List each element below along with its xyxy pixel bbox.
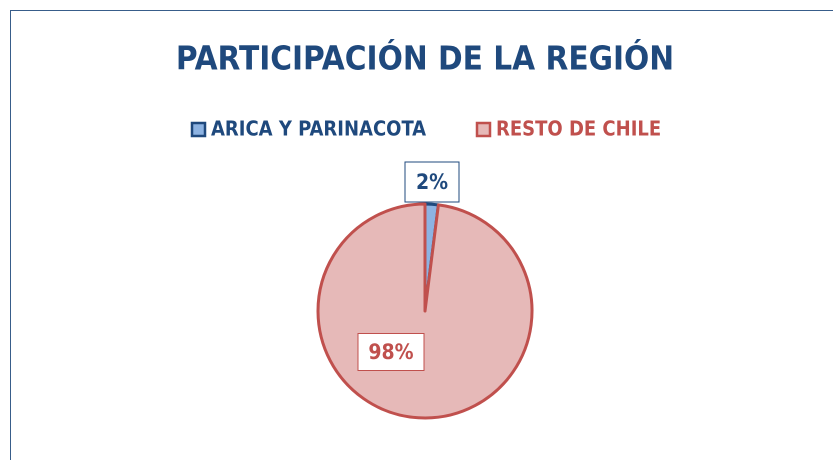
data-label-box [404, 161, 460, 203]
chart-title: PARTICIPACIÓN DE LA REGIÓN [176, 38, 674, 78]
data-label: 2% [416, 170, 448, 194]
legend-label: RESTO DE CHILE [496, 117, 661, 141]
pie-slice [316, 202, 534, 420]
data-label: 98% [368, 340, 413, 364]
legend-swatch [475, 121, 492, 138]
legend-swatch [190, 121, 207, 138]
data-label-box [357, 333, 425, 371]
legend-label: ARICA Y PARINACOTA [211, 117, 426, 141]
